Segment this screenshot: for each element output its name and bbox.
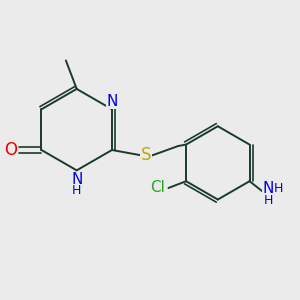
Text: O: O (4, 141, 17, 159)
Text: H: H (72, 184, 81, 197)
Text: H: H (264, 194, 273, 207)
Text: N: N (107, 94, 118, 109)
Text: H: H (274, 182, 284, 195)
Text: Cl: Cl (150, 181, 165, 196)
Text: N: N (71, 172, 82, 188)
Text: S: S (141, 146, 151, 164)
Text: N: N (263, 181, 274, 196)
